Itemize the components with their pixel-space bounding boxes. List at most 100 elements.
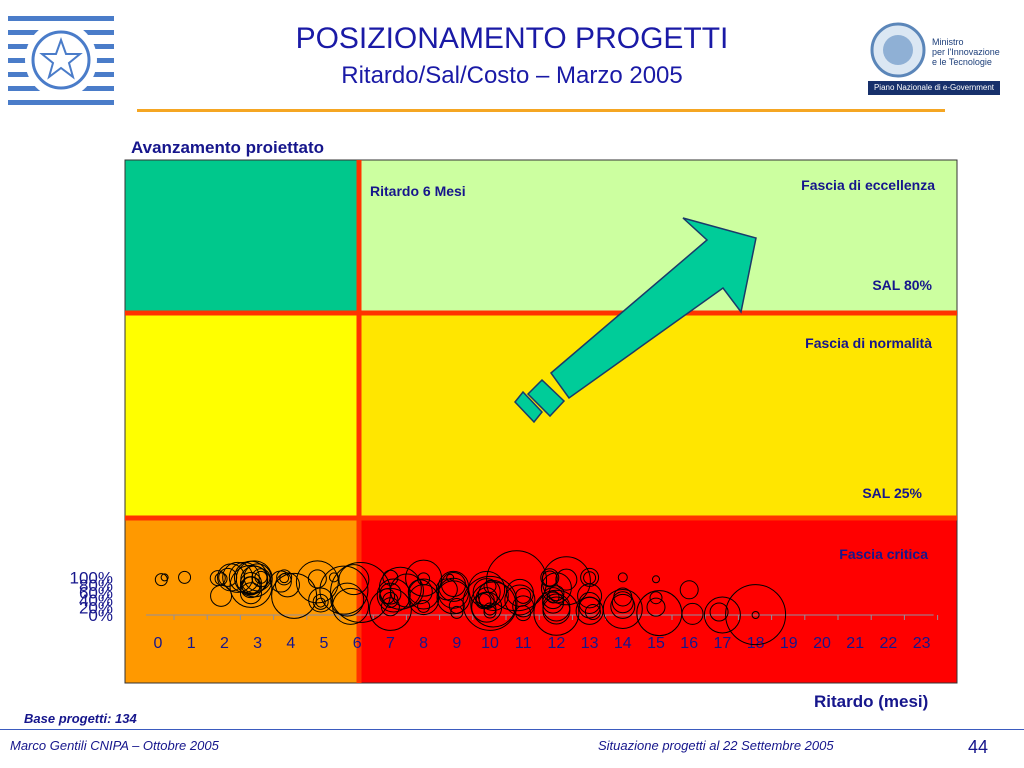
footer-author: Marco Gentili CNIPA – Ottobre 2005 [10, 738, 219, 753]
project-bubble [533, 589, 580, 636]
project-bubble [274, 572, 300, 598]
x-tick-label: 21 [846, 635, 864, 652]
zone-label-critical: Fascia critica [839, 546, 928, 562]
x-axis-title: Ritardo (mesi) [814, 692, 929, 711]
x-tick-label: 0 [154, 635, 163, 652]
project-bubble [577, 583, 603, 609]
e-government-banner: Piano Nazionale di e-Government [868, 81, 1000, 95]
project-bubble [515, 605, 532, 622]
project-bubble [239, 572, 262, 595]
ministry-name-line1: Ministro [932, 37, 964, 47]
project-bubble [646, 597, 666, 617]
project-bubble [435, 578, 458, 601]
x-tick-label: 16 [680, 635, 698, 652]
x-tick-label: 17 [714, 635, 732, 652]
y-tick-label: 80% [79, 576, 113, 595]
project-bubble [652, 575, 660, 584]
project-bubble [504, 584, 536, 616]
sal-80-label: SAL 80% [872, 277, 932, 293]
ministry-name-line2: per l'Innovazione [932, 47, 1000, 57]
ministry-name-line3: e le Tecnologie [932, 57, 992, 67]
bubble-chart: 0%20%40%60%80%100% 0 1 2 3 4 5 6 7 8 9 10 11 12 13 14 1… [70, 159, 958, 684]
x-tick-label: 23 [913, 635, 931, 652]
project-bubble [584, 603, 601, 620]
project-bubble [405, 559, 443, 597]
x-tick-label: 10 [481, 635, 499, 652]
project-bubble [376, 578, 411, 613]
project-bubble [602, 588, 643, 629]
project-bubble [475, 593, 492, 610]
x-tick-label: 9 [452, 635, 461, 652]
project-bubble [319, 565, 369, 615]
x-tick-label: 22 [880, 635, 898, 652]
project-bubble [378, 566, 422, 610]
x-tick-label: 11 [515, 635, 532, 652]
project-bubble [617, 572, 628, 583]
project-bubble [328, 572, 339, 583]
x-tick-label: 12 [548, 635, 566, 652]
project-bubble [437, 577, 469, 609]
italian-emblem-logo [8, 16, 114, 105]
footer-divider [0, 729, 1024, 730]
project-bubble [160, 573, 169, 582]
project-bubble [448, 597, 465, 614]
project-bubble [276, 569, 293, 586]
project-bubble [610, 593, 636, 619]
base-projects-note: Base progetti: 134 [24, 711, 137, 726]
x-tick-label: 1 [187, 635, 196, 652]
ministry-seal-logo [870, 22, 926, 78]
project-bubble [512, 595, 535, 618]
y-tick-label: 0% [88, 606, 113, 625]
project-bubble [380, 597, 400, 617]
trend-arrow [514, 217, 757, 424]
zone-normal-right [360, 313, 957, 518]
zone-label-normal: Fascia di normalità [805, 335, 932, 351]
project-bubble [725, 584, 787, 646]
zone-normal-left [125, 313, 360, 518]
project-bubble [332, 587, 370, 625]
project-bubble [368, 587, 412, 631]
project-bubble [338, 564, 370, 596]
project-bubble [679, 580, 699, 600]
project-bubble [542, 596, 571, 625]
page-title: POSIZIONAMENTO PROGETTI [295, 22, 729, 55]
project-bubble [472, 578, 501, 607]
x-tick-label: 5 [320, 635, 329, 652]
project-bubble [390, 573, 424, 608]
x-tick-label: 18 [747, 635, 765, 652]
project-bubble [542, 591, 565, 614]
y-tick-label: 20% [79, 598, 113, 617]
x-tick-label: 4 [286, 635, 295, 652]
chart-border [124, 159, 958, 684]
project-bubble [751, 611, 760, 619]
y-axis-title: Avanzamento proiettato [131, 138, 325, 157]
x-tick-label: 20 [813, 635, 831, 652]
project-bubble [436, 580, 471, 615]
delay-line-label: Ritardo 6 Mesi [370, 183, 466, 199]
project-bubble [178, 570, 192, 584]
project-bubble [312, 593, 329, 610]
y-tick-label: 40% [79, 591, 113, 610]
project-bubble [210, 584, 233, 607]
page-number: 44 [968, 737, 989, 757]
project-bubble [649, 591, 663, 605]
project-bubble [703, 596, 741, 634]
x-tick-label: 14 [614, 635, 632, 652]
project-bubble [681, 602, 704, 625]
project-bubble [462, 575, 518, 631]
project-bubble [483, 605, 497, 619]
page-subtitle: Ritardo/Sal/Costo – Marzo 2005 [341, 62, 683, 89]
x-tick-label: 19 [780, 635, 798, 652]
project-bubble [709, 602, 729, 622]
project-bubble [269, 570, 292, 593]
project-bubble [542, 587, 565, 610]
sal-25-label: SAL 25% [862, 485, 922, 501]
project-bubble [540, 568, 560, 588]
project-bubble [330, 582, 365, 617]
project-bubble [470, 581, 517, 628]
project-bubble [471, 591, 503, 623]
project-bubble [483, 602, 497, 616]
x-tick-label: 2 [220, 635, 229, 652]
project-bubble [239, 582, 262, 605]
project-bubble [417, 599, 431, 613]
